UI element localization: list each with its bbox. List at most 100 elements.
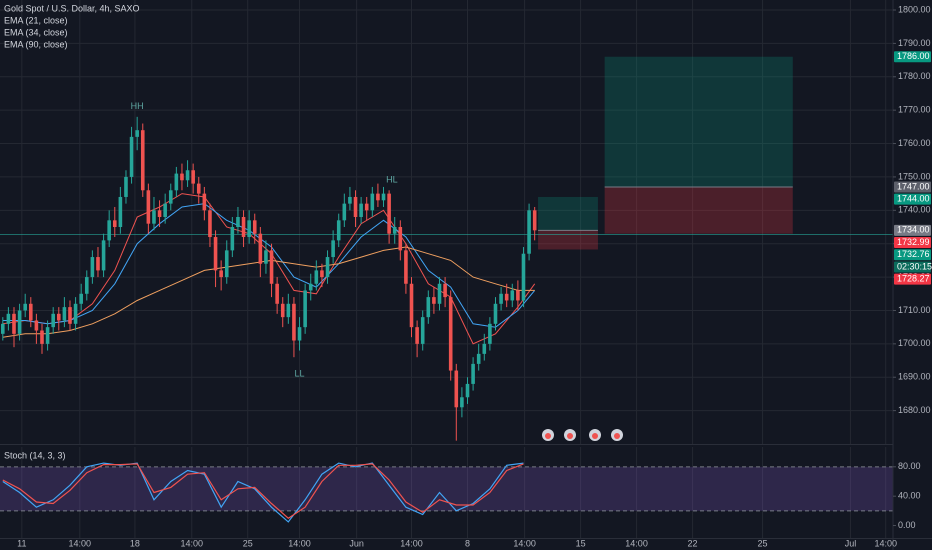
- annotation: LL: [295, 368, 305, 378]
- candle-body: [488, 323, 492, 344]
- candle-body: [224, 250, 229, 278]
- y-tick-label: 1700.00: [898, 338, 931, 348]
- y-tick-label: 1690.00: [898, 372, 931, 382]
- price-badge: [894, 249, 931, 261]
- candle-body: [331, 240, 335, 258]
- candle-body: [443, 283, 447, 298]
- candle-body: [415, 327, 419, 344]
- y-tick-label: 0.00: [898, 520, 916, 530]
- candle-body: [135, 130, 139, 137]
- candle-body: [40, 330, 44, 344]
- price-badge-label: 1744.00: [897, 194, 930, 204]
- y-tick-label: 1780.00: [898, 71, 931, 81]
- candle-body: [208, 210, 212, 238]
- y-tick-label: 1750.00: [898, 171, 931, 181]
- price-badge: [894, 273, 931, 285]
- candle-body: [409, 283, 414, 328]
- x-tick-label: 14:00: [288, 538, 311, 548]
- stoch-band: [0, 466, 893, 511]
- event-icon-dot: [614, 433, 620, 439]
- candle-body: [252, 220, 257, 234]
- candle-body: [381, 193, 386, 201]
- y-tick-label: 1790.00: [898, 38, 931, 48]
- candle-body: [6, 313, 11, 324]
- event-icon-dot: [545, 433, 551, 439]
- x-tick-label: 14:00: [625, 538, 648, 548]
- candle-body: [12, 313, 16, 334]
- candle-body: [269, 250, 274, 284]
- candle-body: [376, 193, 380, 201]
- price-badge-label: 1734.00: [897, 225, 930, 235]
- event-icons[interactable]: [542, 429, 623, 441]
- candle-body: [336, 220, 341, 241]
- candle-body: [325, 257, 330, 278]
- position-stop: [604, 186, 793, 234]
- x-tick-label: 14:00: [69, 538, 92, 548]
- candle-body: [196, 183, 201, 194]
- price-badge-label: 1728.27: [897, 274, 930, 284]
- candle-body: [45, 327, 50, 344]
- position-stop: [538, 230, 598, 250]
- candle-body: [185, 170, 190, 181]
- candle-body: [493, 303, 498, 324]
- candle-body: [51, 313, 55, 328]
- price-badge: [894, 51, 931, 63]
- x-tick-label: 14:00: [180, 538, 203, 548]
- price-badge: [894, 181, 931, 193]
- candle-body: [303, 290, 307, 328]
- candle-body: [202, 193, 207, 211]
- x-tick-label: 15: [576, 538, 586, 548]
- candle-body: [342, 203, 347, 221]
- price-badge-label: 1732.76: [897, 249, 930, 259]
- position-target: [604, 56, 793, 187]
- y-tick-label: 40.00: [898, 491, 921, 501]
- candle-body: [404, 250, 408, 284]
- candle-body: [308, 283, 313, 291]
- event-icon-dot: [592, 433, 598, 439]
- price-badge-label: 1747.00: [897, 181, 930, 191]
- candle-body: [454, 370, 459, 408]
- price-badge: [894, 224, 931, 236]
- candle-body: [230, 227, 235, 251]
- candle-body: [499, 293, 503, 304]
- candle-body: [56, 313, 61, 321]
- candle-body: [314, 270, 319, 284]
- candle-body: [264, 250, 268, 264]
- candle-body: [129, 136, 134, 177]
- y-tick-label: 1680.00: [898, 405, 931, 415]
- candle-body: [219, 270, 223, 278]
- candle-body: [62, 307, 67, 321]
- y-tick-label: 1760.00: [898, 138, 931, 148]
- candle-body: [0, 323, 5, 334]
- legend-entry: EMA (90, close): [4, 39, 68, 49]
- candle-body: [157, 210, 162, 217]
- x-tick-label: 11: [17, 538, 26, 548]
- candle-body: [348, 196, 352, 204]
- candle-body: [180, 173, 184, 181]
- candle-body: [107, 220, 111, 241]
- candle-body: [84, 277, 89, 294]
- candle-body: [124, 176, 128, 197]
- candle-body: [258, 233, 263, 264]
- candle-body: [68, 307, 72, 324]
- candle-body: [471, 363, 475, 384]
- candle-body: [448, 297, 453, 371]
- candle-body: [527, 210, 531, 254]
- x-tick-label: 18: [130, 538, 140, 548]
- candle-body: [521, 253, 526, 301]
- candle-body: [118, 196, 123, 228]
- annotation: HL: [386, 175, 398, 185]
- candle-body: [34, 320, 39, 331]
- candle-body: [353, 196, 358, 217]
- price-badge-label: 1732.99: [897, 237, 930, 247]
- candle-body: [510, 290, 515, 301]
- candle-body: [387, 193, 391, 234]
- position-target: [538, 196, 598, 231]
- x-tick-label: Jul: [845, 538, 857, 548]
- y-tick-label: 1740.00: [898, 205, 931, 215]
- price-badge-label: 1786.00: [897, 51, 930, 61]
- candle-body: [191, 170, 195, 184]
- y-tick-label: 80.00: [898, 461, 921, 471]
